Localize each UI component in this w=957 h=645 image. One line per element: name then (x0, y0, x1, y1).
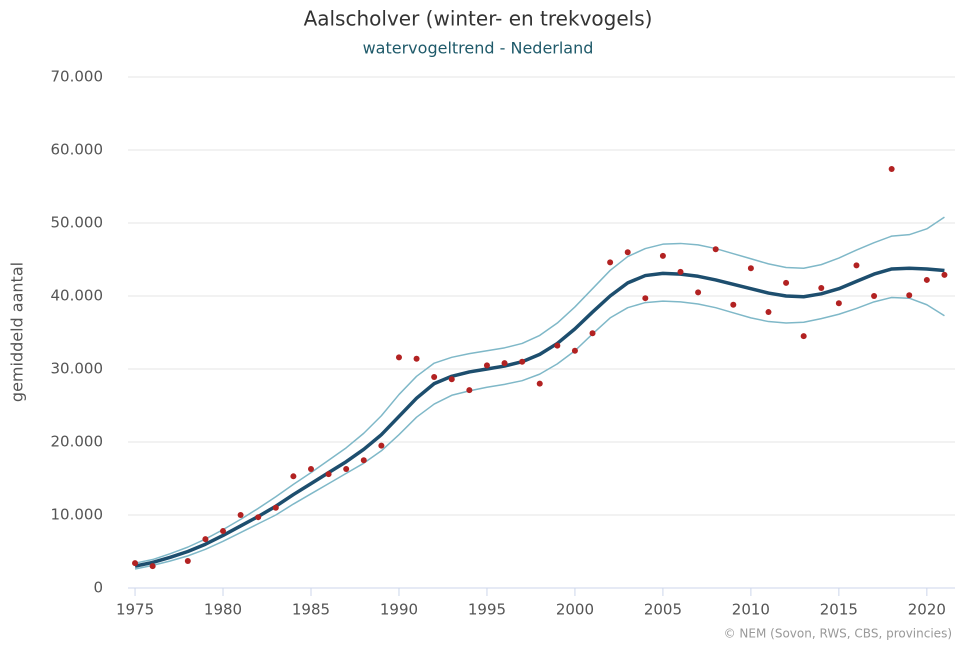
chart-title: Aalscholver (winter- en trekvogels) (304, 7, 653, 31)
count-point (501, 360, 508, 367)
y-tick-label: 30.000 (51, 360, 104, 378)
count-point (483, 362, 490, 369)
count-point (395, 354, 402, 361)
count-point (624, 249, 631, 256)
credit: © NEM (Sovon, RWS, CBS, provincies) (724, 627, 952, 641)
count-point (835, 300, 842, 307)
count-point (149, 563, 156, 570)
x-tick-label: 2000 (556, 601, 594, 619)
count-point (747, 265, 754, 272)
count-point (695, 289, 702, 296)
x-tick-label: 1995 (468, 601, 506, 619)
count-point (237, 512, 244, 518)
count-point (571, 347, 578, 354)
count-point (220, 528, 227, 535)
count-point (800, 333, 807, 340)
count-point (466, 387, 473, 394)
count-point (923, 276, 930, 283)
count-point (607, 259, 614, 266)
y-tick-label: 70.000 (51, 68, 104, 86)
y-tick-label: 50.000 (51, 214, 104, 232)
y-tick-label: 60.000 (51, 141, 104, 159)
count-point (906, 292, 913, 299)
x-tick-label: 2015 (820, 601, 858, 619)
count-point (554, 342, 561, 349)
y-tick-label: 10.000 (51, 506, 104, 524)
count-point (255, 514, 262, 521)
y-axis-label: gemiddeld aantal (8, 262, 27, 402)
count-point (448, 376, 455, 383)
x-tick-label: 1985 (292, 601, 330, 619)
count-point (941, 271, 948, 278)
trend-line (134, 216, 945, 564)
count-point (413, 355, 420, 362)
count-point (325, 471, 332, 478)
count-point (712, 246, 719, 253)
count-point (871, 293, 878, 299)
count-point (431, 374, 438, 381)
count-point (783, 279, 790, 286)
count-point (589, 330, 596, 337)
count-point (536, 380, 543, 387)
x-tick-label: 1980 (204, 601, 242, 619)
count-point (343, 466, 350, 473)
count-point (307, 466, 314, 473)
x-tick-label: 1975 (116, 601, 154, 619)
count-point (818, 284, 825, 291)
count-point (659, 252, 666, 259)
count-point (642, 295, 649, 302)
y-tick-label: 0 (93, 579, 103, 597)
x-tick-label: 2020 (908, 601, 946, 619)
y-tick-label: 40.000 (51, 287, 104, 305)
count-point (360, 457, 367, 464)
trend-line (134, 266, 945, 568)
y-tick-label: 20.000 (51, 433, 104, 451)
trend-line (134, 296, 945, 570)
chart-subtitle: watervogeltrend - Nederland (363, 39, 594, 58)
count-point (290, 473, 297, 480)
x-tick-label: 2005 (644, 601, 682, 619)
count-point (519, 358, 526, 365)
count-point (132, 560, 139, 567)
count-point (730, 301, 737, 308)
count-point (888, 165, 895, 172)
count-point (184, 557, 191, 564)
x-tick-label: 2010 (732, 601, 770, 619)
count-point (202, 536, 209, 543)
count-point (765, 309, 772, 316)
count-point (272, 504, 279, 511)
count-point (853, 262, 860, 269)
count-point (677, 268, 684, 275)
count-point (378, 442, 385, 449)
x-tick-label: 1990 (380, 601, 418, 619)
